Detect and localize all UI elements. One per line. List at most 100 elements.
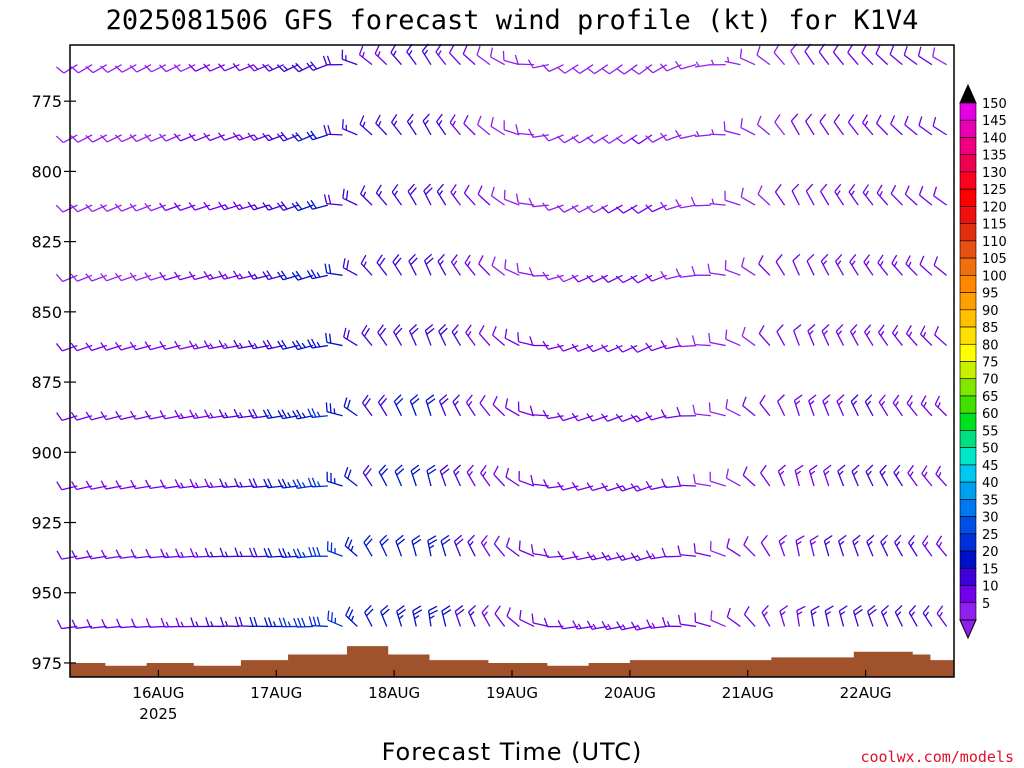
barb-feather (276, 202, 284, 211)
barb-feather (278, 548, 284, 558)
barb-staff (933, 195, 948, 206)
barb-feather (189, 409, 195, 419)
barb-half-feather (837, 260, 842, 266)
barb-half-feather (253, 134, 259, 140)
barb-staff (821, 330, 830, 346)
wind-barb (777, 394, 786, 417)
barb-feather (361, 394, 369, 404)
barb-feather (743, 536, 749, 546)
wind-barb (493, 535, 506, 557)
wind-barb (631, 64, 653, 75)
barb-feather (851, 464, 860, 472)
barb-feather (491, 256, 496, 266)
wind-barb (306, 199, 329, 210)
barb-staff (151, 64, 167, 73)
barb-feather (114, 134, 123, 143)
barb-feather (454, 534, 463, 542)
barb-feather (645, 411, 652, 421)
wind-barb (493, 465, 506, 487)
wind-barb (190, 617, 210, 628)
wind-barb (921, 535, 933, 557)
barb-feather (616, 621, 623, 631)
barb-feather (130, 549, 136, 559)
barb-half-feather (882, 611, 888, 616)
barb-feather (307, 408, 313, 418)
wind-barb (395, 534, 406, 557)
wind-barb (630, 344, 653, 353)
colorbar-tick-label: 95 (982, 287, 999, 302)
wind-barb (391, 184, 403, 206)
wind-barb (556, 343, 579, 352)
wind-barb (571, 274, 594, 283)
barb-feather (412, 538, 422, 546)
barb-feather (586, 482, 593, 491)
barb-feather (676, 406, 681, 417)
wind-barb (452, 394, 462, 417)
wind-barb (675, 129, 697, 140)
colorbar-tick-label: 35 (982, 493, 999, 508)
wind-barb (204, 547, 225, 558)
barb-staff (694, 204, 711, 207)
barb-feather (529, 405, 534, 416)
barb-staff (609, 64, 623, 75)
wind-barb (709, 129, 726, 136)
barb-feather (281, 339, 288, 349)
barb-staff (407, 190, 417, 206)
barb-staff (379, 541, 388, 557)
barb-feather (295, 132, 303, 141)
barb-staff (919, 264, 933, 276)
barb-half-feather (865, 190, 869, 196)
barb-feather (441, 605, 451, 612)
barb-feather (571, 343, 579, 352)
wind-barb (807, 324, 816, 346)
barb-feather (531, 613, 534, 624)
barb-feather (808, 394, 817, 402)
barb-staff (894, 611, 904, 627)
wind-barb (933, 186, 948, 206)
barb-staff (342, 58, 358, 66)
wind-barb (325, 402, 343, 417)
barb-half-feather (866, 400, 872, 406)
wind-barb (601, 204, 623, 214)
barb-feather (894, 604, 903, 613)
wind-barb (861, 44, 874, 66)
wind-barb (262, 270, 284, 281)
wind-barb (661, 616, 682, 628)
barb-staff (195, 64, 211, 72)
barb-feather (295, 340, 303, 349)
barb-staff (680, 623, 697, 628)
barb-feather (364, 604, 372, 613)
wind-barb (601, 413, 623, 422)
barb-feather (205, 617, 210, 627)
barb-feather (232, 132, 240, 141)
wind-barb (723, 121, 741, 136)
barb-half-feather (881, 541, 887, 546)
barb-half-feather (879, 260, 884, 267)
barb-staff (833, 121, 845, 136)
barb-feather (835, 253, 843, 262)
wind-barb (114, 272, 137, 282)
barb-half-feather (908, 331, 913, 337)
wind-barb (234, 616, 255, 628)
barb-half-feather (316, 411, 321, 417)
barb-feather (542, 202, 549, 211)
wind-barb (326, 471, 343, 487)
barb-feather (292, 479, 298, 489)
wind-barb (234, 547, 255, 558)
barb-staff (164, 555, 181, 559)
barb-feather (436, 113, 443, 123)
wind-barb (677, 545, 697, 557)
wind-barb (218, 409, 240, 419)
barb-staff (478, 263, 491, 276)
barb-half-feather (467, 260, 471, 267)
barb-staff (607, 274, 623, 283)
barb-half-feather (238, 273, 244, 279)
y-tick-label: 975 (31, 654, 62, 673)
barb-feather (85, 480, 92, 490)
barb-staff (579, 64, 594, 74)
barb-feather (425, 257, 434, 265)
barb-staff (311, 415, 328, 419)
wind-barb (528, 128, 549, 138)
barb-feather (252, 408, 258, 418)
barb-feather (291, 271, 299, 281)
